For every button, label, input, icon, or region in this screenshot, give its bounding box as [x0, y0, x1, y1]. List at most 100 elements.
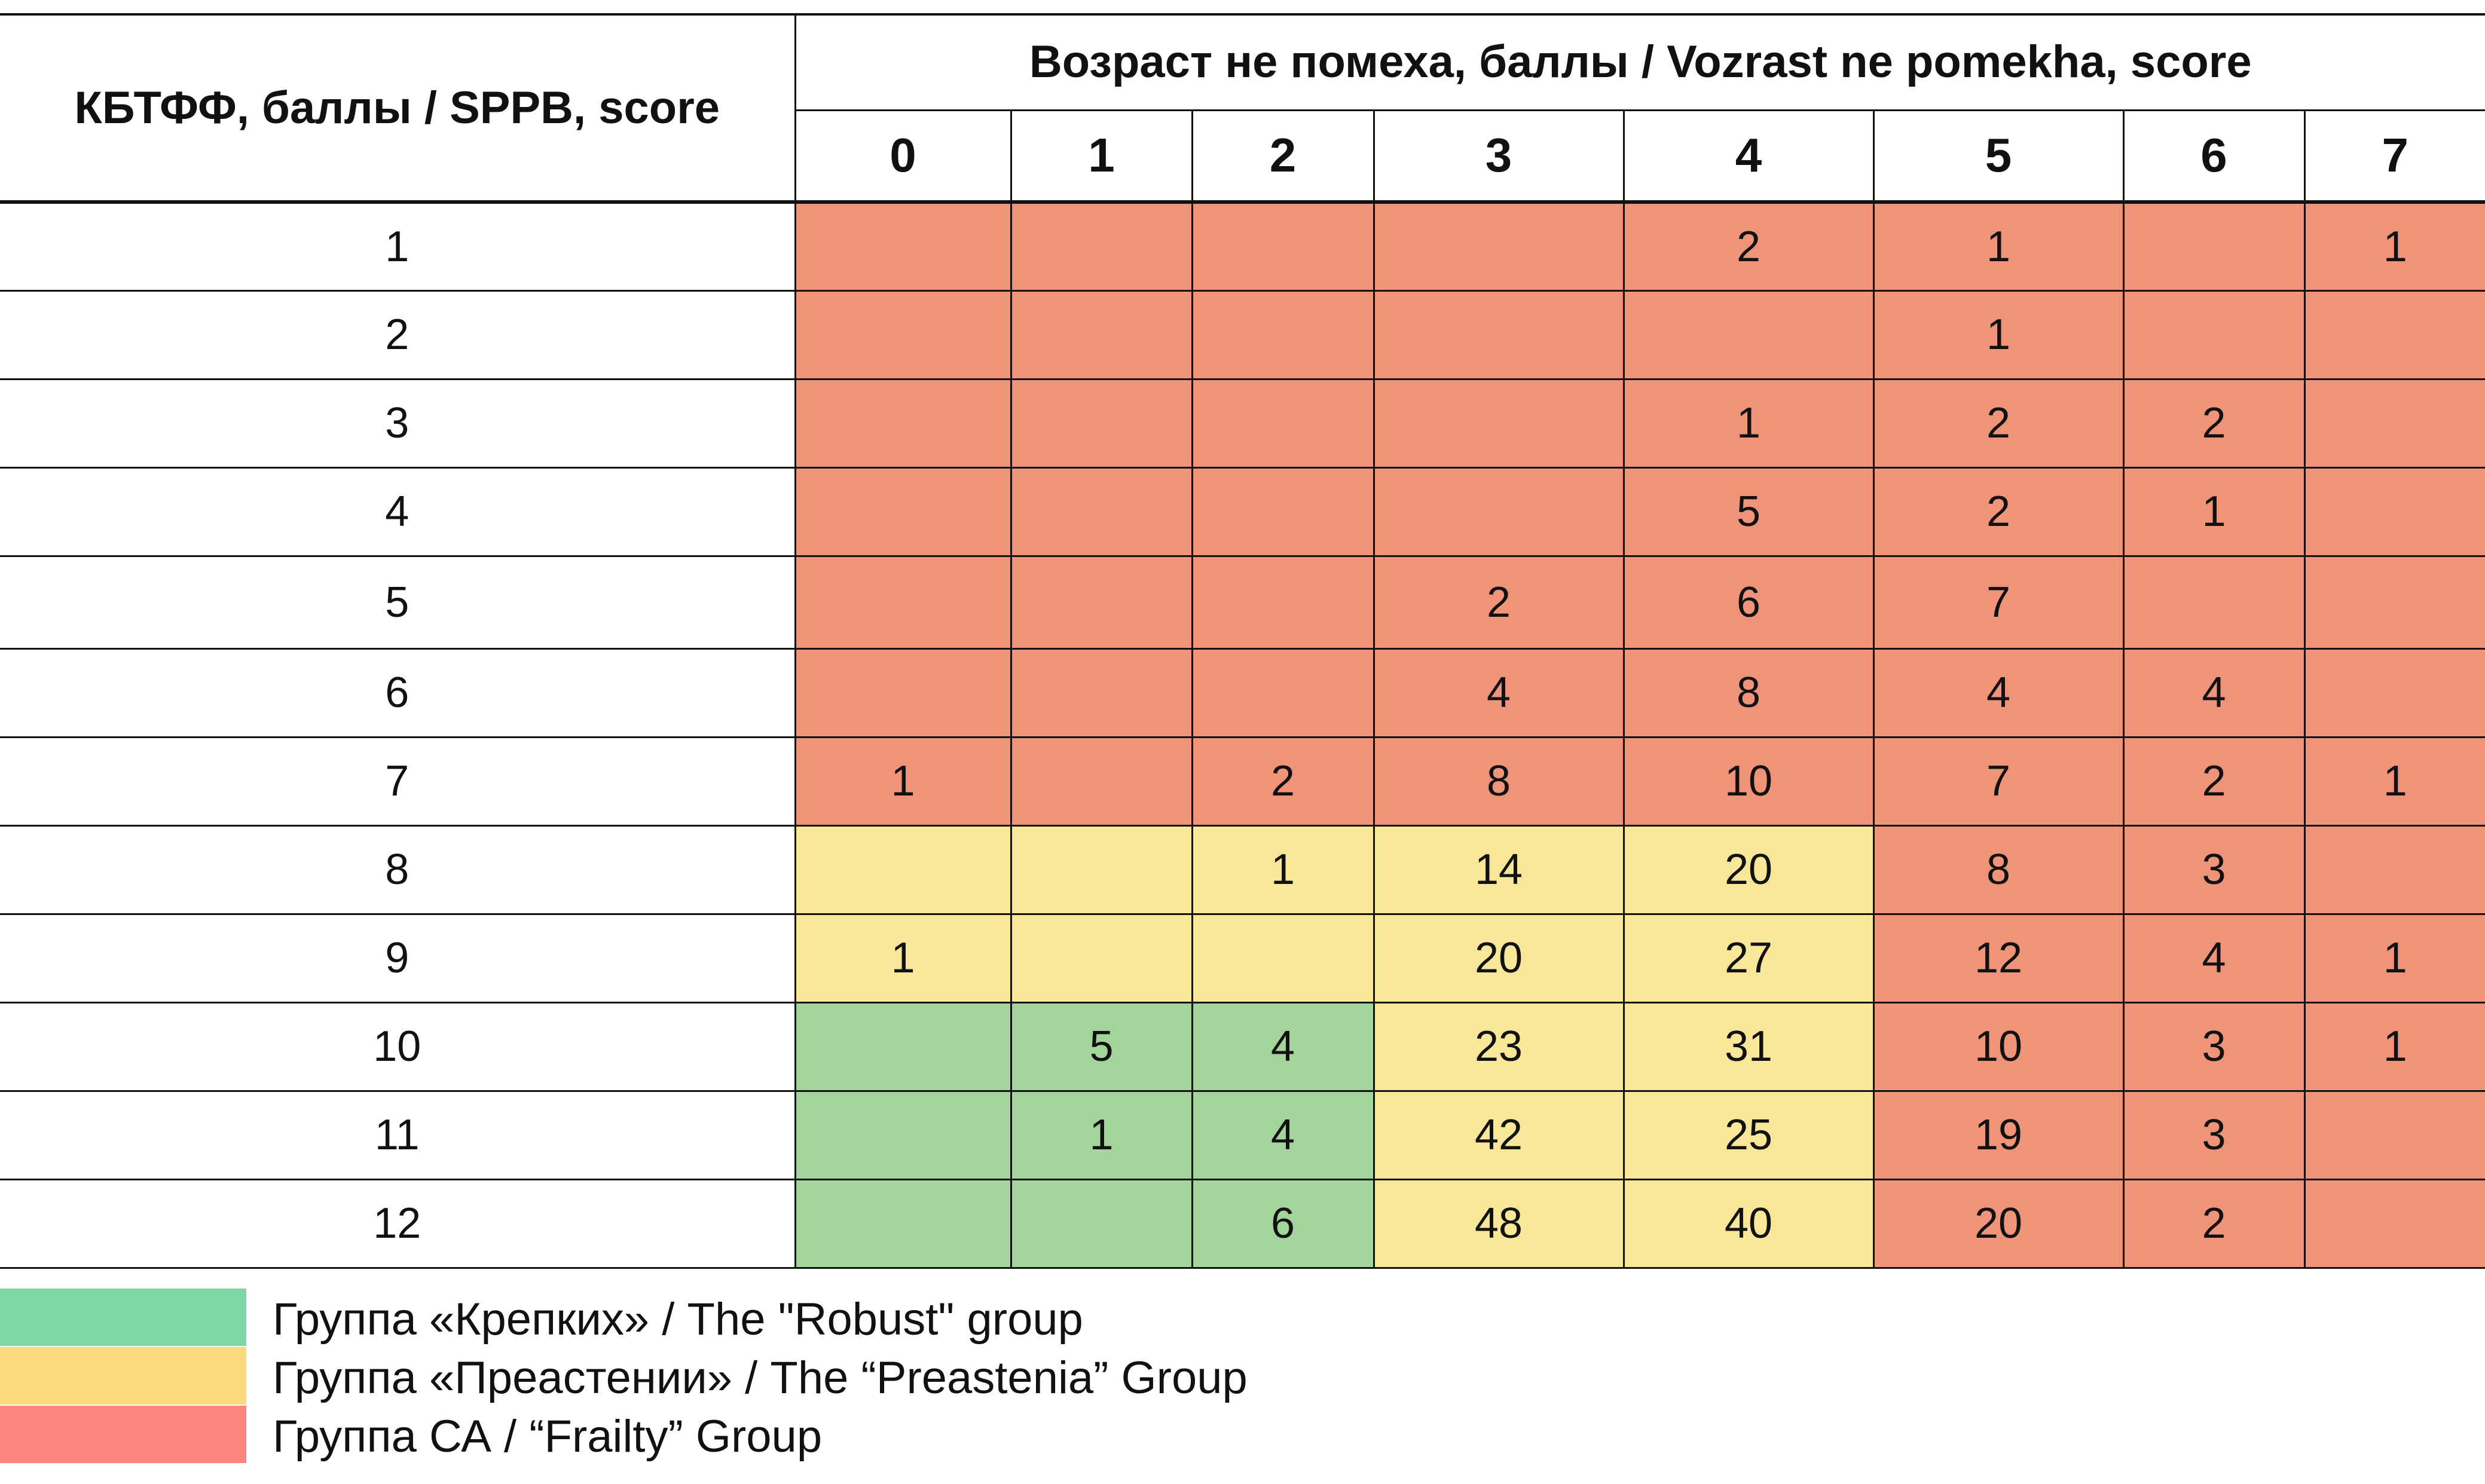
- count-cell: 3: [2122, 824, 2306, 915]
- column-header-4: 4: [1622, 109, 1875, 204]
- count-cell: 23: [1373, 1001, 1625, 1092]
- count-cell: 40: [1622, 1178, 1875, 1269]
- count-cell: 5: [1622, 466, 1875, 557]
- table-row: 11 1 4 42 25 19 3: [0, 1090, 2485, 1180]
- legend-label-frailty: Группа СА / “Frailty” Group: [273, 1411, 823, 1462]
- row-label: 7: [0, 736, 796, 827]
- count-cell: 2: [2122, 1178, 2306, 1269]
- count-cell: [1010, 378, 1193, 469]
- column-group-header-age-score: Возраст не помеха, баллы / Vozrast ne po…: [794, 13, 2485, 111]
- count-cell: [1010, 1178, 1193, 1269]
- count-cell: [794, 1178, 1012, 1269]
- row-label: 11: [0, 1090, 796, 1180]
- count-cell: 8: [1872, 824, 2125, 915]
- count-cell: 20: [1373, 913, 1625, 1003]
- count-cell: [2303, 378, 2485, 469]
- count-cell: [794, 466, 1012, 557]
- count-cell: [1373, 201, 1625, 292]
- count-cell: 7: [1872, 555, 2125, 650]
- count-cell: [2303, 1178, 2485, 1269]
- count-cell: [2122, 201, 2306, 292]
- legend-label-robust: Группа «Крепких» / The "Robust" group: [273, 1294, 1083, 1345]
- row-label: 12: [0, 1178, 796, 1269]
- row-label: 8: [0, 824, 796, 915]
- count-cell: [794, 1001, 1012, 1092]
- count-cell: [1010, 555, 1193, 650]
- row-header-sppb-score: КБТФФ, баллы / SPPB, score: [0, 13, 796, 204]
- count-cell: [1010, 647, 1193, 738]
- count-cell: 4: [1373, 647, 1625, 738]
- count-cell: 1: [1191, 824, 1375, 915]
- column-header-5: 5: [1872, 109, 2125, 204]
- count-cell: [794, 1090, 1012, 1180]
- count-cell: [1373, 289, 1625, 380]
- column-header-2: 2: [1191, 109, 1375, 204]
- count-cell: 5: [1010, 1001, 1193, 1092]
- count-cell: [794, 289, 1012, 380]
- count-cell: [2303, 289, 2485, 380]
- count-cell: [2303, 824, 2485, 915]
- count-cell: 1: [2303, 913, 2485, 1003]
- count-cell: [1373, 378, 1625, 469]
- count-cell: 1: [1872, 289, 2125, 380]
- count-cell: 19: [1872, 1090, 2125, 1180]
- count-cell: 1: [794, 736, 1012, 827]
- count-cell: [1010, 289, 1193, 380]
- count-cell: 48: [1373, 1178, 1625, 1269]
- count-cell: 2: [1622, 201, 1875, 292]
- table-row: 12 6 48 40 20 2: [0, 1178, 2485, 1269]
- table-row: 10 5 4 23 31 10 3 1: [0, 1001, 2485, 1092]
- count-cell: 2: [2122, 378, 2306, 469]
- count-cell: 10: [1872, 1001, 2125, 1092]
- count-cell: 4: [2122, 913, 2306, 1003]
- count-cell: 7: [1872, 736, 2125, 827]
- count-cell: 1: [794, 913, 1012, 1003]
- count-cell: 42: [1373, 1090, 1625, 1180]
- count-cell: 8: [1622, 647, 1875, 738]
- count-cell: 31: [1622, 1001, 1875, 1092]
- column-header-3: 3: [1373, 109, 1625, 204]
- count-cell: 6: [1191, 1178, 1375, 1269]
- count-cell: [1010, 913, 1193, 1003]
- count-cell: 1: [1622, 378, 1875, 469]
- count-cell: 25: [1622, 1090, 1875, 1180]
- count-cell: [1191, 201, 1375, 292]
- table-row: 8 1 14 20 8 3: [0, 824, 2485, 915]
- count-cell: [1010, 736, 1193, 827]
- count-cell: 27: [1622, 913, 1875, 1003]
- count-cell: 1: [1872, 201, 2125, 292]
- count-cell: 4: [1872, 647, 2125, 738]
- row-label: 1: [0, 201, 796, 292]
- count-cell: 1: [1010, 1090, 1193, 1180]
- count-cell: [2303, 647, 2485, 738]
- count-cell: [1191, 555, 1375, 650]
- count-cell: [2122, 555, 2306, 650]
- count-cell: [2122, 289, 2306, 380]
- count-cell: [794, 647, 1012, 738]
- count-cell: [794, 555, 1012, 650]
- column-header-1: 1: [1010, 109, 1193, 204]
- row-label: 9: [0, 913, 796, 1003]
- count-cell: [1191, 378, 1375, 469]
- row-label: 2: [0, 289, 796, 380]
- count-cell: 3: [2122, 1001, 2306, 1092]
- table-row: 9 1 20 27 12 4 1: [0, 913, 2485, 1003]
- count-cell: 2: [2122, 736, 2306, 827]
- column-header-7: 7: [2303, 109, 2485, 204]
- count-cell: 4: [1191, 1001, 1375, 1092]
- count-cell: 1: [2303, 1001, 2485, 1092]
- row-label: 4: [0, 466, 796, 557]
- legend-label-preastenia: Группа «Преастении» / The “Preastenia” G…: [273, 1353, 1248, 1403]
- count-cell: 14: [1373, 824, 1625, 915]
- legend-item-robust: Группа «Крепких» / The "Robust" group: [0, 1289, 2485, 1346]
- row-label: 3: [0, 378, 796, 469]
- count-cell: [1191, 913, 1375, 1003]
- legend-swatch-preastenia: [0, 1347, 246, 1405]
- row-label: 10: [0, 1001, 796, 1092]
